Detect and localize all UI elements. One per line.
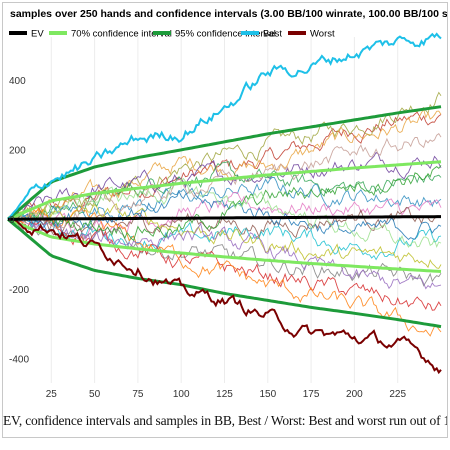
sample-run-1 [7, 91, 442, 220]
x-tick-label-7: 200 [346, 389, 363, 400]
y-tick-label-0: -400 [9, 355, 29, 366]
sample-run-7 [7, 206, 442, 239]
legend: EV 70% confidence interval 95% confidence … [9, 29, 335, 40]
x-tick-label-8: 225 [389, 389, 406, 400]
x-tick-label-6: 175 [303, 389, 320, 400]
ci70-upper-line [7, 160, 442, 221]
sample-run-14 [8, 187, 442, 240]
legend-label-2: 95% confidence interval [175, 29, 276, 40]
legend-label-4: Worst [310, 29, 335, 40]
main-series [7, 32, 442, 375]
y-tick-label-3: 200 [9, 146, 26, 157]
x-tick-label-4: 125 [216, 389, 233, 400]
chart-caption: EV, confidence intervals and samples in … [3, 413, 447, 428]
sample-run-17 [7, 133, 442, 230]
chart-frame: 25 50 75 100 125 150 175 200 225 -400 -200 0 200 400 … [2, 2, 448, 438]
grid [50, 37, 399, 383]
y-tick-label-4: 400 [9, 76, 26, 87]
sample-run-12 [7, 207, 442, 337]
sample-run-6 [7, 191, 442, 240]
ev-line [8, 215, 441, 221]
ci95-upper-line [7, 105, 442, 221]
sample-run-5 [7, 176, 442, 226]
x-tick-label-0: 25 [46, 389, 58, 400]
axis-ticks: 25 50 75 100 125 150 175 200 225 -400 -200 0 200 400 [9, 76, 406, 400]
x-tick-label-1: 50 [89, 389, 101, 400]
x-tick-label-3: 100 [173, 389, 190, 400]
sample-run-15 [7, 165, 442, 242]
ci95-lower-line [7, 218, 442, 329]
legend-label-1: 70% confidence interval [71, 29, 172, 40]
x-tick-label-2: 75 [132, 389, 144, 400]
legend-label-0: EV [31, 29, 44, 40]
y-tick-label-2: 0 [9, 215, 15, 226]
x-tick-label-5: 150 [259, 389, 276, 400]
chart: 25 50 75 100 125 150 175 200 225-400-2000200400 … [3, 3, 447, 411]
sample-run-4 [7, 161, 442, 222]
best-run-line [7, 32, 442, 220]
sample-run-9 [7, 203, 442, 269]
worst-run-line [7, 218, 442, 375]
chart-title: samples over 250 hands and confidence in… [10, 8, 447, 20]
y-tick-label-1: -200 [9, 285, 29, 296]
sample-run-16 [7, 177, 442, 248]
sample-run-13 [7, 218, 442, 290]
legend-label-3: Best [263, 29, 282, 40]
